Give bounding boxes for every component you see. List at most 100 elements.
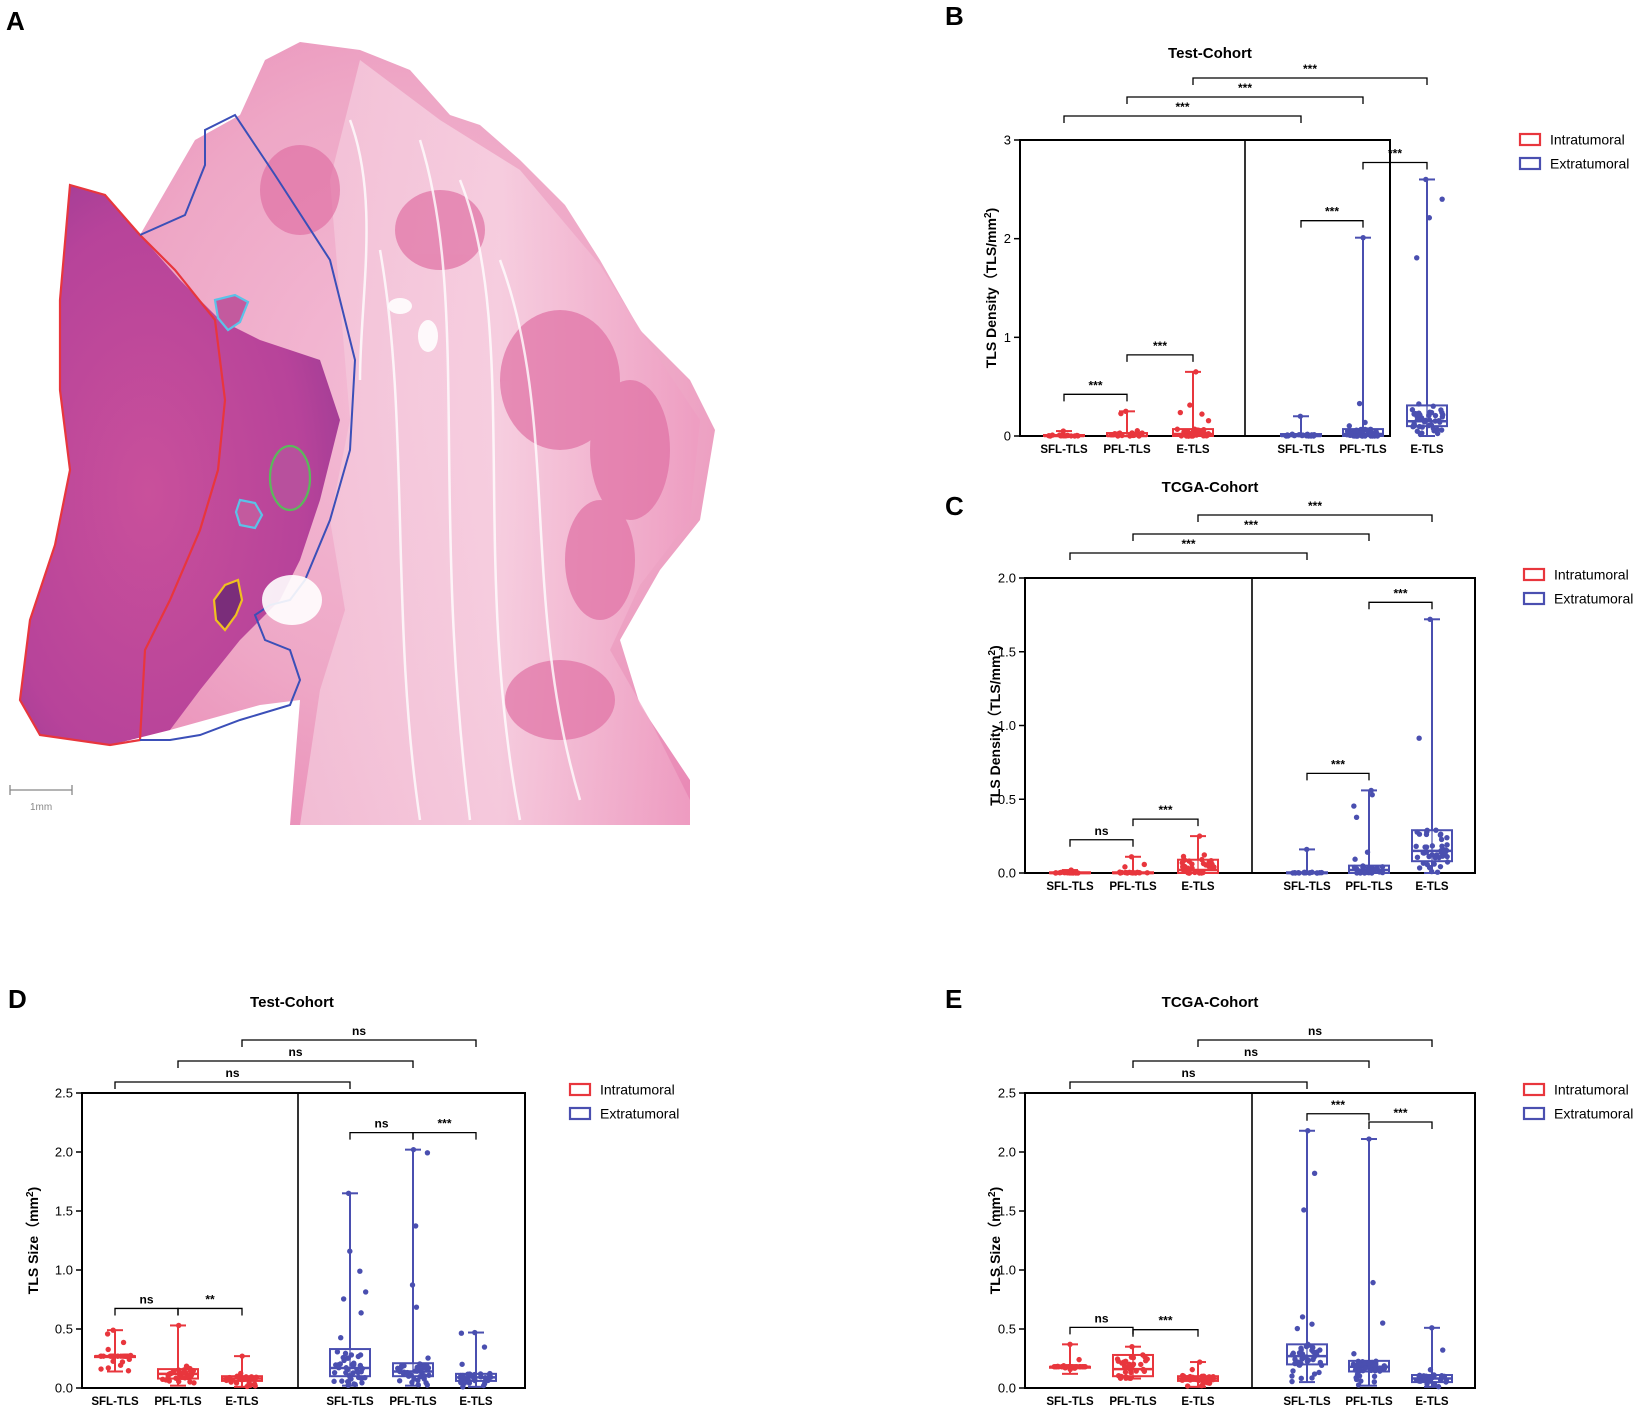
significance-label: ns	[1181, 1066, 1195, 1080]
data-point	[477, 1371, 484, 1377]
tissue-fibers	[348, 119, 582, 821]
data-point	[334, 1349, 341, 1355]
chart-title: TCGA-Cohort	[1162, 479, 1259, 496]
data-point	[1304, 846, 1310, 853]
data-point	[468, 1372, 474, 1378]
data-point	[409, 1282, 416, 1288]
significance-label: ***	[1303, 62, 1317, 76]
data-point	[1356, 400, 1363, 407]
data-point	[183, 1363, 190, 1369]
data-point	[1197, 1359, 1203, 1365]
y-tick-label: 1.5	[55, 1204, 73, 1219]
x-tick-label: E-TLS	[225, 1396, 259, 1408]
data-point	[1187, 402, 1193, 408]
data-point	[1184, 1383, 1191, 1389]
legend-swatch-extratumoral	[1518, 156, 1542, 171]
data-point	[1208, 857, 1214, 864]
significance-bracket-cross	[177, 1060, 414, 1068]
data-point	[1179, 432, 1185, 438]
data-point	[1352, 856, 1358, 862]
legend-swatch-intratumoral	[1522, 567, 1546, 582]
significance-bracket-cross	[1069, 1081, 1308, 1089]
data-point	[1285, 433, 1291, 439]
significance-label: ***	[1308, 499, 1322, 513]
data-point	[408, 1372, 414, 1378]
data-point	[1371, 1373, 1378, 1379]
data-point	[105, 1346, 111, 1353]
data-point	[1060, 428, 1067, 434]
data-point	[426, 1372, 432, 1378]
data-point	[1434, 869, 1441, 875]
significance-label: ***	[1244, 518, 1258, 532]
data-point	[1372, 1368, 1378, 1374]
data-point	[1380, 1320, 1386, 1326]
data-point	[1440, 412, 1446, 418]
y-axis-label-sup: 2	[983, 212, 994, 218]
data-point	[355, 1369, 361, 1376]
x-tick-label: SFL-TLS	[91, 1396, 139, 1408]
chart-title: TCGA-Cohort	[1162, 994, 1259, 1011]
data-point	[1129, 430, 1135, 436]
data-point	[1369, 868, 1376, 874]
data-point	[1298, 1375, 1304, 1382]
data-point	[1440, 849, 1447, 856]
data-point	[1078, 1364, 1084, 1370]
significance-bracket-cross	[1126, 96, 1364, 104]
chart-title: Test-Cohort	[1168, 45, 1252, 62]
data-point	[1366, 1136, 1372, 1142]
data-point	[1444, 859, 1451, 865]
significance-label: ***	[1238, 81, 1252, 95]
data-point	[1353, 1376, 1360, 1383]
data-point	[345, 1190, 352, 1197]
y-tick-label: 0.0	[55, 1381, 73, 1396]
data-point	[1431, 1372, 1437, 1379]
data-point	[1428, 409, 1435, 416]
data-point	[1432, 418, 1439, 424]
data-point	[1440, 1347, 1446, 1353]
significance-bracket	[177, 1307, 243, 1316]
data-point	[1423, 849, 1430, 855]
significance-label: ns	[1308, 1024, 1322, 1038]
panel-letter-c: C	[945, 491, 964, 521]
data-point	[1311, 1170, 1318, 1176]
data-point	[1433, 827, 1439, 833]
x-tick-label: E-TLS	[1181, 1396, 1215, 1408]
data-point	[1138, 1361, 1144, 1368]
data-point	[1063, 869, 1069, 876]
significance-label: ns	[225, 1066, 239, 1080]
data-point	[1362, 1360, 1368, 1367]
data-point	[120, 1353, 126, 1359]
y-axis-label-main: TLS Density（TLS/mm	[983, 218, 999, 368]
data-point	[421, 1375, 427, 1381]
data-point	[1143, 1358, 1149, 1364]
data-point	[120, 1339, 127, 1346]
box-pfl-tls-intratumoral	[1112, 854, 1154, 876]
data-point	[1423, 844, 1430, 850]
data-point	[1177, 409, 1184, 416]
significance-bracket-cross	[1197, 1039, 1433, 1047]
data-point	[1133, 1368, 1139, 1374]
y-tick-label: 1.5	[998, 644, 1016, 659]
data-point	[486, 1374, 493, 1380]
significance-label: ***	[1393, 586, 1407, 600]
significance-label: ***	[1153, 339, 1167, 353]
data-point	[1374, 431, 1381, 438]
y-axis-label-main: TLS Density（TLS/mm	[987, 656, 1003, 806]
x-tick-label: E-TLS	[1415, 881, 1449, 893]
data-point	[417, 1361, 423, 1367]
data-point	[1074, 432, 1080, 439]
data-point	[1309, 1321, 1315, 1327]
data-point	[1376, 869, 1383, 875]
data-point	[1074, 1364, 1080, 1370]
significance-bracket	[1306, 1113, 1370, 1121]
box-pfl-tls-intratumoral	[157, 1322, 199, 1387]
data-point	[243, 1375, 249, 1382]
data-point	[1123, 408, 1129, 415]
data-point	[100, 1353, 107, 1359]
data-point	[1119, 432, 1125, 439]
data-point	[1362, 433, 1368, 439]
data-point	[1210, 1373, 1216, 1380]
data-point	[1368, 787, 1374, 794]
data-point	[1351, 803, 1357, 809]
